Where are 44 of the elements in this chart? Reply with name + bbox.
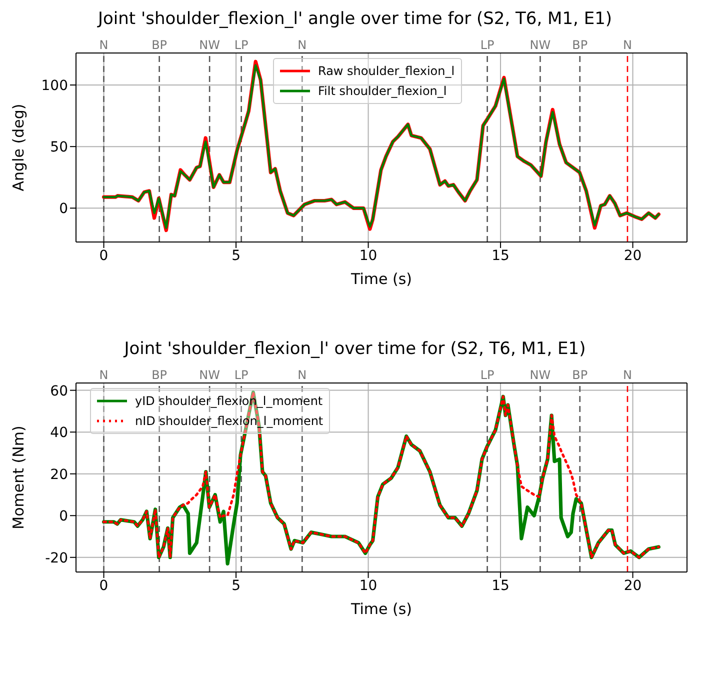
y-tick-label: 0 — [59, 508, 68, 525]
x-axis-title: Time (s) — [350, 270, 412, 288]
ref-line-label: LP — [234, 38, 248, 52]
y-tick-label: 100 — [41, 78, 68, 94]
chart-title: Joint 'shoulder_flexion_l' angle over time for (S2, T6, M1, E1) — [96, 8, 614, 30]
x-tick-label: 0 — [99, 248, 108, 264]
y-axis-title: Angle (deg) — [9, 104, 28, 192]
ref-line-label: NW — [199, 38, 220, 52]
y-tick-label: -20 — [45, 550, 68, 566]
y-tick-label: 20 — [50, 466, 68, 483]
ref-line-label: N — [298, 368, 307, 382]
ref-line-label: BP — [152, 38, 168, 52]
ref-line-label: NW — [530, 368, 551, 382]
ref-line-label: BP — [152, 368, 168, 382]
ref-line-label: LP — [234, 368, 248, 382]
x-tick-label: 20 — [624, 578, 642, 594]
x-tick-label: 0 — [99, 578, 108, 594]
y-tick-label: 0 — [59, 201, 68, 218]
ref-line-label: N — [298, 38, 307, 52]
x-tick-label: 20 — [624, 248, 642, 264]
x-tick-label: 15 — [492, 578, 510, 594]
y-tick-label: 50 — [50, 140, 68, 156]
x-tick-label: 5 — [232, 248, 240, 264]
ref-line-label: N — [622, 368, 632, 382]
legend-label: Raw shoulder_flexion_l — [318, 63, 455, 80]
x-tick-label: 15 — [492, 248, 510, 264]
ref-line-label: NW — [530, 38, 551, 52]
x-tick-label: 10 — [359, 248, 378, 264]
ref-line-label: BP — [572, 38, 588, 52]
ref-line-label: NW — [199, 368, 220, 382]
y-tick-label: 60 — [50, 383, 68, 400]
x-axis-title: Time (s) — [350, 600, 412, 618]
y-tick-label: 40 — [50, 425, 68, 442]
legend-label: Filt shoulder_flexion_l — [318, 83, 447, 100]
ref-line-label: N — [622, 38, 632, 52]
ref-line-label: LP — [480, 368, 494, 382]
ref-line-label: N — [99, 38, 108, 52]
x-tick-label: 5 — [232, 578, 240, 594]
ref-line-label: N — [99, 368, 108, 382]
y-axis-title: Moment (Nm) — [9, 426, 28, 530]
x-tick-label: 10 — [359, 578, 378, 594]
chart-title: Joint 'shoulder_flexion_l' over time for (S2, T6, M1, E1) — [122, 338, 587, 360]
ref-line-label: BP — [572, 368, 588, 382]
ref-line-label: LP — [480, 38, 494, 52]
